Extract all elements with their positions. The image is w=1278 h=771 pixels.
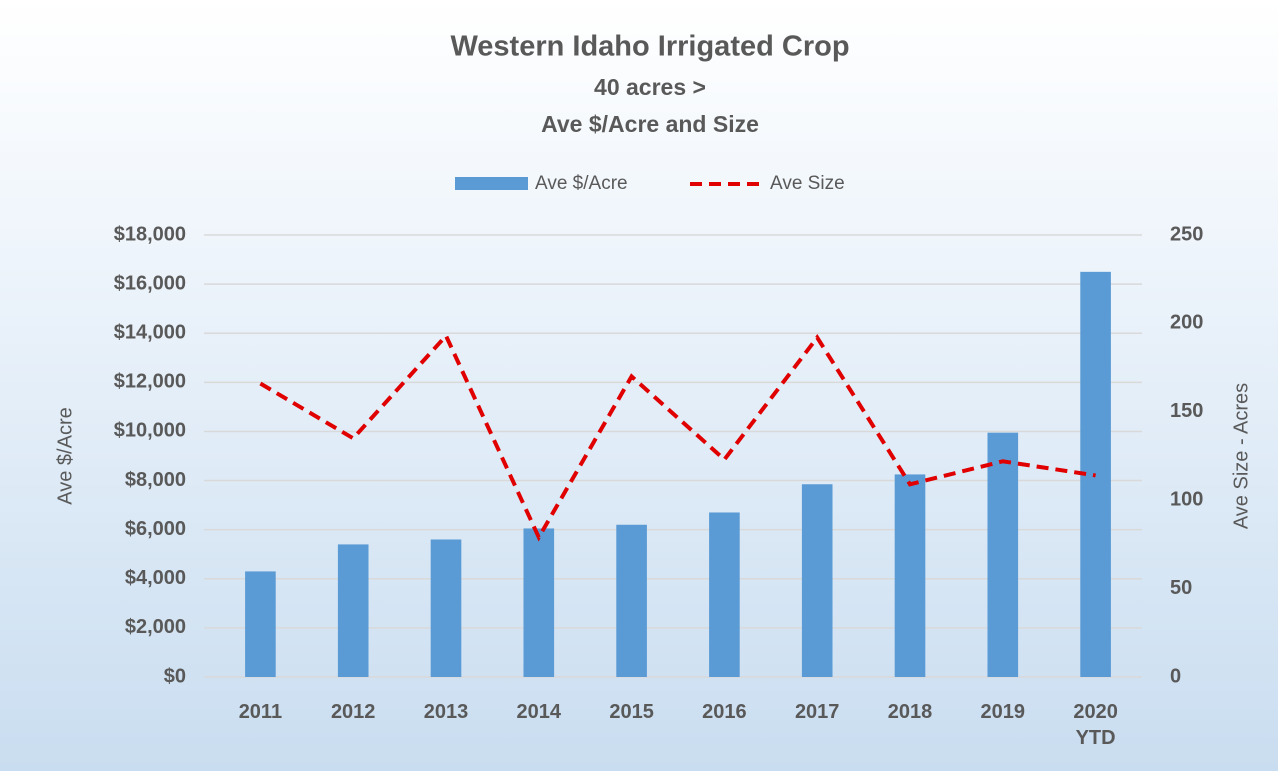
bar bbox=[616, 524, 647, 677]
y-tick-label: $10,000 bbox=[114, 420, 186, 442]
x-tick-label: 2014 bbox=[516, 701, 562, 723]
legend-swatch bbox=[455, 177, 528, 190]
bar bbox=[337, 544, 369, 677]
y2-tick-label: 0 bbox=[1170, 665, 1181, 687]
y-tick-label: $0 bbox=[164, 665, 186, 687]
chart-title: Western Idaho Irrigated Crop bbox=[450, 31, 849, 63]
x-tick-label: 2020 YTD bbox=[1073, 701, 1118, 749]
y-axis-label: Ave $/Acre bbox=[54, 407, 76, 504]
y-tick-label: $16,000 bbox=[114, 272, 186, 294]
y-tick-label: $8,000 bbox=[125, 469, 186, 491]
chart-subtitle: 40 acres > bbox=[594, 74, 706, 100]
y-tick-label: $12,000 bbox=[114, 371, 186, 393]
y2-tick-label: 100 bbox=[1170, 488, 1203, 510]
y-tick-label: $2,000 bbox=[125, 616, 186, 638]
x-tick-label: 2011 bbox=[238, 701, 283, 723]
bar bbox=[523, 528, 555, 677]
x-tick-label: 2015 bbox=[609, 701, 654, 723]
y2-tick-label: 250 bbox=[1170, 223, 1203, 245]
bar bbox=[430, 539, 462, 677]
y-tick-label: $6,000 bbox=[125, 518, 186, 540]
bar bbox=[801, 484, 833, 677]
y2-axis-label: Ave Size - Acres bbox=[1230, 383, 1252, 529]
bar bbox=[894, 474, 926, 677]
bar bbox=[987, 432, 1019, 677]
y-tick-label: $18,000 bbox=[114, 223, 186, 245]
chart-subtitle: Ave $/Acre and Size bbox=[541, 111, 759, 137]
y2-tick-label: 150 bbox=[1170, 400, 1203, 422]
x-tick-label: 2017 bbox=[794, 701, 840, 723]
y2-tick-label: 200 bbox=[1170, 312, 1203, 334]
y-tick-label: $4,000 bbox=[125, 567, 186, 589]
y-tick-label: $14,000 bbox=[114, 322, 186, 344]
bar bbox=[245, 571, 276, 677]
y2-tick-label: 50 bbox=[1170, 577, 1192, 599]
x-tick-label: 2016 bbox=[702, 701, 747, 723]
legend-label: Ave $/Acre bbox=[535, 173, 628, 194]
line bbox=[259, 332, 1096, 542]
x-tick-label: 2012 bbox=[330, 701, 376, 723]
legend-label: Ave Size bbox=[770, 173, 845, 194]
x-tick-label: 2019 bbox=[980, 701, 1026, 723]
x-tick-label: 2018 bbox=[887, 701, 933, 723]
bar bbox=[709, 512, 740, 677]
x-tick-label: 2013 bbox=[423, 701, 469, 723]
